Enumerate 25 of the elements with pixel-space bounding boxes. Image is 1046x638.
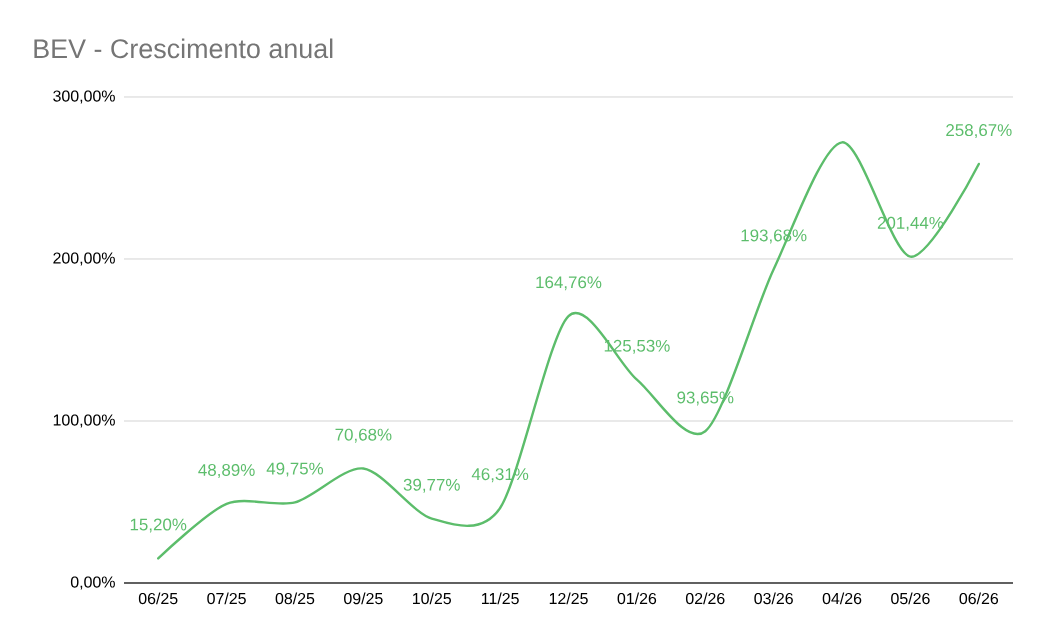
data-label: 70,68%	[335, 428, 392, 443]
data-label: 15,20%	[130, 518, 187, 533]
x-tick-label: 08/25	[275, 592, 315, 605]
x-tick-label: 02/26	[685, 592, 725, 605]
data-label: 258,67%	[946, 124, 1012, 139]
x-tick-label: 01/26	[617, 592, 657, 605]
x-tick-label: 12/25	[549, 592, 588, 605]
x-tick-label: 05/26	[891, 592, 930, 605]
data-label: 48,89%	[198, 463, 255, 478]
x-tick-label: 10/25	[413, 592, 451, 605]
data-label: 164,76%	[536, 276, 602, 291]
x-tick-label: 06/25	[138, 592, 178, 605]
chart-title: BEV - Crescimento anual	[34, 38, 333, 59]
x-tick-label: 07/25	[207, 592, 246, 605]
x-tick-label: 11/25	[481, 592, 519, 605]
y-tick-label: 200,00%	[53, 252, 115, 266]
x-tick-label: 03/26	[754, 592, 793, 605]
y-tick-label: 300,00%	[53, 90, 115, 104]
x-tick-label: 09/25	[344, 592, 383, 605]
x-tick-label: 04/26	[822, 592, 862, 605]
y-tick-label: 100,00%	[53, 414, 115, 428]
data-label: 39,77%	[403, 478, 460, 493]
y-tick-label: 0,00%	[70, 576, 115, 590]
data-label: 49,75%	[266, 462, 324, 477]
x-tick-label: 06/26	[959, 592, 999, 605]
